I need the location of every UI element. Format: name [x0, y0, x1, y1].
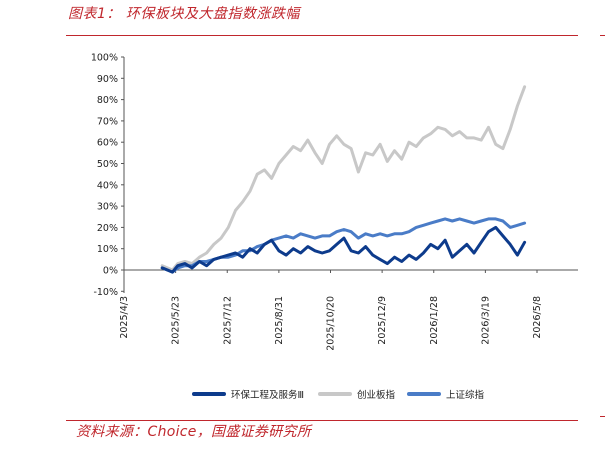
series-line-chinext	[160, 85, 527, 272]
x-tick-label: 2025/8/31	[274, 296, 285, 345]
legend-swatch-env	[192, 392, 226, 396]
legend-label-sse: 上证综指	[446, 390, 485, 401]
top-rule	[66, 35, 578, 36]
legend: 环保工程及服务Ⅲ 创业板指 上证综指	[0, 387, 605, 403]
y-tick-label: 50%	[97, 159, 118, 170]
x-tick-label: 2025/7/12	[222, 296, 233, 345]
top-rule-stub	[600, 35, 605, 36]
legend-swatch-sse	[407, 392, 441, 396]
y-tick-label: 80%	[97, 95, 118, 106]
y-tick-label: 20%	[97, 223, 118, 234]
x-tick-label: 2025/12/9	[377, 296, 388, 345]
legend-item-chinext: 创业板指	[318, 387, 395, 401]
y-tick-label: 100%	[91, 53, 118, 64]
legend-item-env: 环保工程及服务Ⅲ	[192, 387, 304, 401]
source-note: 资料来源：Choice，国盛证券研究所	[76, 424, 312, 440]
x-tick-label: 2026/3/19	[480, 296, 491, 345]
y-tick-label: 60%	[97, 138, 118, 149]
chart-title: 图表1： 环保板块及大盘指数涨跌幅	[68, 6, 300, 22]
x-tick-label: 2025/4/3	[119, 296, 130, 339]
y-tick-label: -10%	[93, 287, 118, 298]
bottom-rule-stub	[600, 416, 605, 417]
y-tick-label: 0%	[103, 266, 118, 277]
x-tick-label: 2026/1/28	[429, 296, 440, 345]
series-line-sse-composite	[160, 217, 527, 274]
y-tick-label: 90%	[97, 74, 118, 85]
y-tick-label: 70%	[97, 116, 118, 127]
legend-label-env: 环保工程及服务Ⅲ	[231, 390, 305, 401]
y-tick-label: 30%	[97, 202, 118, 213]
x-tick-label: 2025/5/23	[171, 296, 182, 345]
series-line-env-service	[160, 225, 527, 274]
x-tick-label: 2026/5/8	[532, 296, 543, 339]
bottom-rule	[66, 420, 578, 421]
y-tick-label: 40%	[97, 180, 118, 191]
legend-label-chinext: 创业板指	[357, 390, 396, 401]
y-tick-label: 10%	[97, 244, 118, 255]
x-tick-label: 2025/10/20	[326, 296, 337, 351]
legend-swatch-chinext	[318, 392, 352, 396]
legend-item-sse: 上证综指	[407, 387, 484, 401]
